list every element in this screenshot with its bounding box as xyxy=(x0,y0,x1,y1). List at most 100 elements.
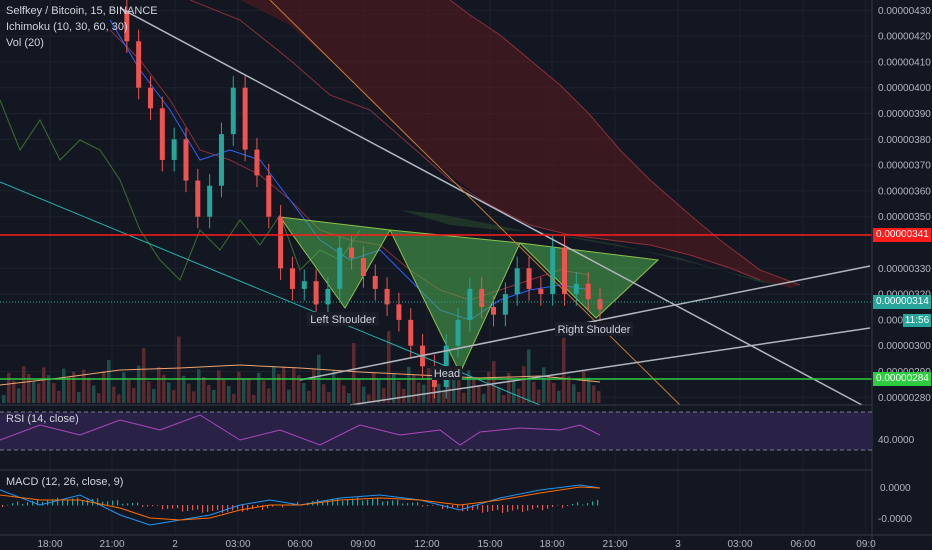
y-tick-label: 0.00000430 xyxy=(878,6,931,17)
left-shoulder-triangle xyxy=(278,216,391,309)
macd-histogram-bar xyxy=(152,505,154,507)
volume-ma-line xyxy=(0,364,601,386)
volume-bar xyxy=(222,378,226,403)
volume-bar xyxy=(42,367,46,403)
y-tick-label: 0.00000400 xyxy=(878,83,931,94)
rsi-label[interactable]: RSI (14, close) xyxy=(6,413,79,425)
volume-bar xyxy=(77,392,81,403)
macd-histogram-bar xyxy=(197,505,199,510)
volume-bar xyxy=(192,391,196,403)
x-tick-label: 03:00 xyxy=(225,539,250,550)
legend-volume[interactable]: Vol (20) xyxy=(6,37,44,49)
volume-bar xyxy=(177,336,181,403)
macd-histogram-bar xyxy=(97,498,99,506)
candle-body xyxy=(325,288,331,305)
macd-histogram-bar xyxy=(57,497,59,506)
volume-bar xyxy=(137,365,141,403)
volume-bar xyxy=(532,381,536,403)
volume-bar xyxy=(102,371,106,403)
macd-histogram-bar xyxy=(337,497,339,506)
macd-histogram-bar xyxy=(412,502,414,506)
macd-histogram-bar xyxy=(257,505,259,508)
candle-body xyxy=(349,247,355,258)
macd-histogram-bar xyxy=(157,505,159,506)
annotation-head[interactable]: Head xyxy=(432,366,462,380)
candle-body xyxy=(526,268,532,289)
descending-trendline xyxy=(119,7,863,406)
candle-body xyxy=(562,247,568,295)
annotation-left-shoulder[interactable]: Left Shoulder xyxy=(307,312,379,326)
volume-bar xyxy=(322,384,326,403)
volume-bar xyxy=(72,371,76,403)
volume-bar xyxy=(472,378,476,403)
volume-bar xyxy=(227,386,231,403)
macd-histogram-bar xyxy=(67,499,69,506)
candle-body xyxy=(502,294,508,315)
price-axis[interactable]: 0.00000430 0.00000420 0.00000410 0.00000400… xyxy=(878,6,931,525)
volume-bar xyxy=(537,389,541,403)
candle-body xyxy=(479,288,485,307)
macd-histogram-bar xyxy=(87,499,89,506)
macd-histogram-bar xyxy=(397,499,399,506)
candle-body xyxy=(372,276,378,289)
macd-histogram-bar xyxy=(72,498,74,506)
volume-bar xyxy=(127,380,131,403)
macd-histogram-bar xyxy=(167,505,169,510)
volume-bar xyxy=(62,368,66,403)
candle-body xyxy=(491,306,497,315)
candle-body xyxy=(301,281,307,289)
macd-histogram-bar xyxy=(387,500,389,506)
candle-body xyxy=(585,283,591,300)
volume-bar xyxy=(17,388,21,403)
svg-text:Head: Head xyxy=(434,368,460,380)
candle-body xyxy=(159,108,165,160)
legend-symbol[interactable]: Selfkey / Bitcoin, 15, BINANCE xyxy=(6,5,158,17)
macd-histogram-bar xyxy=(237,505,239,510)
macd-histogram-bar xyxy=(492,505,494,511)
volume-bar xyxy=(157,366,161,403)
volume-bar xyxy=(292,367,296,403)
macd-signal-line xyxy=(0,486,601,521)
volume-bar xyxy=(212,389,216,403)
macd-tick-label: -0.0000 xyxy=(878,514,912,525)
volume-bar xyxy=(287,389,291,403)
macd-histogram-bar xyxy=(12,503,14,506)
volume-bar xyxy=(572,384,576,403)
y-tick-label: 0.00000300 xyxy=(878,341,931,352)
volume-bar xyxy=(172,390,176,403)
legend-ichimoku[interactable]: Ichimoku (10, 30, 60, 30) xyxy=(6,21,128,33)
volume-bar xyxy=(367,394,371,403)
volume-bar xyxy=(12,380,16,403)
macd-histogram-bar xyxy=(182,505,184,512)
volume-bar xyxy=(477,386,481,403)
macd-histogram-bar xyxy=(432,505,434,506)
annotation-right-shoulder[interactable]: Right Shoulder xyxy=(555,322,633,336)
macd-histogram-bar xyxy=(17,501,19,506)
volume-bar xyxy=(257,372,261,403)
volume-bar xyxy=(242,379,246,403)
volume-bar xyxy=(182,375,186,403)
macd-tick-label: 0.0000 xyxy=(880,483,911,494)
candle-body xyxy=(455,319,461,346)
volume-bar xyxy=(187,383,191,403)
macd-histogram-bar xyxy=(382,501,384,506)
macd-histogram-bar xyxy=(127,503,129,506)
macd-histogram-bar xyxy=(162,505,164,510)
macd-histogram-bar xyxy=(347,499,349,506)
candle-body xyxy=(278,216,284,269)
volume-bar xyxy=(207,384,211,403)
macd-histogram-bar xyxy=(377,498,379,506)
time-axis[interactable]: 18:00 21:00 2 03:00 06:00 09:00 12:00 15:00 18:0… xyxy=(37,539,876,550)
macd-histogram-bar xyxy=(247,505,249,511)
candle-body xyxy=(467,288,473,320)
volume-bar xyxy=(437,383,441,403)
volume-bar xyxy=(397,381,401,403)
volume-bar xyxy=(27,374,31,403)
macd-histogram-bar xyxy=(27,502,29,506)
svg-text:Right Shoulder: Right Shoulder xyxy=(558,324,631,336)
volume-bar xyxy=(82,369,86,403)
macd-histogram-bar xyxy=(402,503,404,506)
last-price-tag: 0.00000314 xyxy=(873,295,931,309)
macd-label[interactable]: MACD (12, 26, close, 9) xyxy=(6,476,124,488)
